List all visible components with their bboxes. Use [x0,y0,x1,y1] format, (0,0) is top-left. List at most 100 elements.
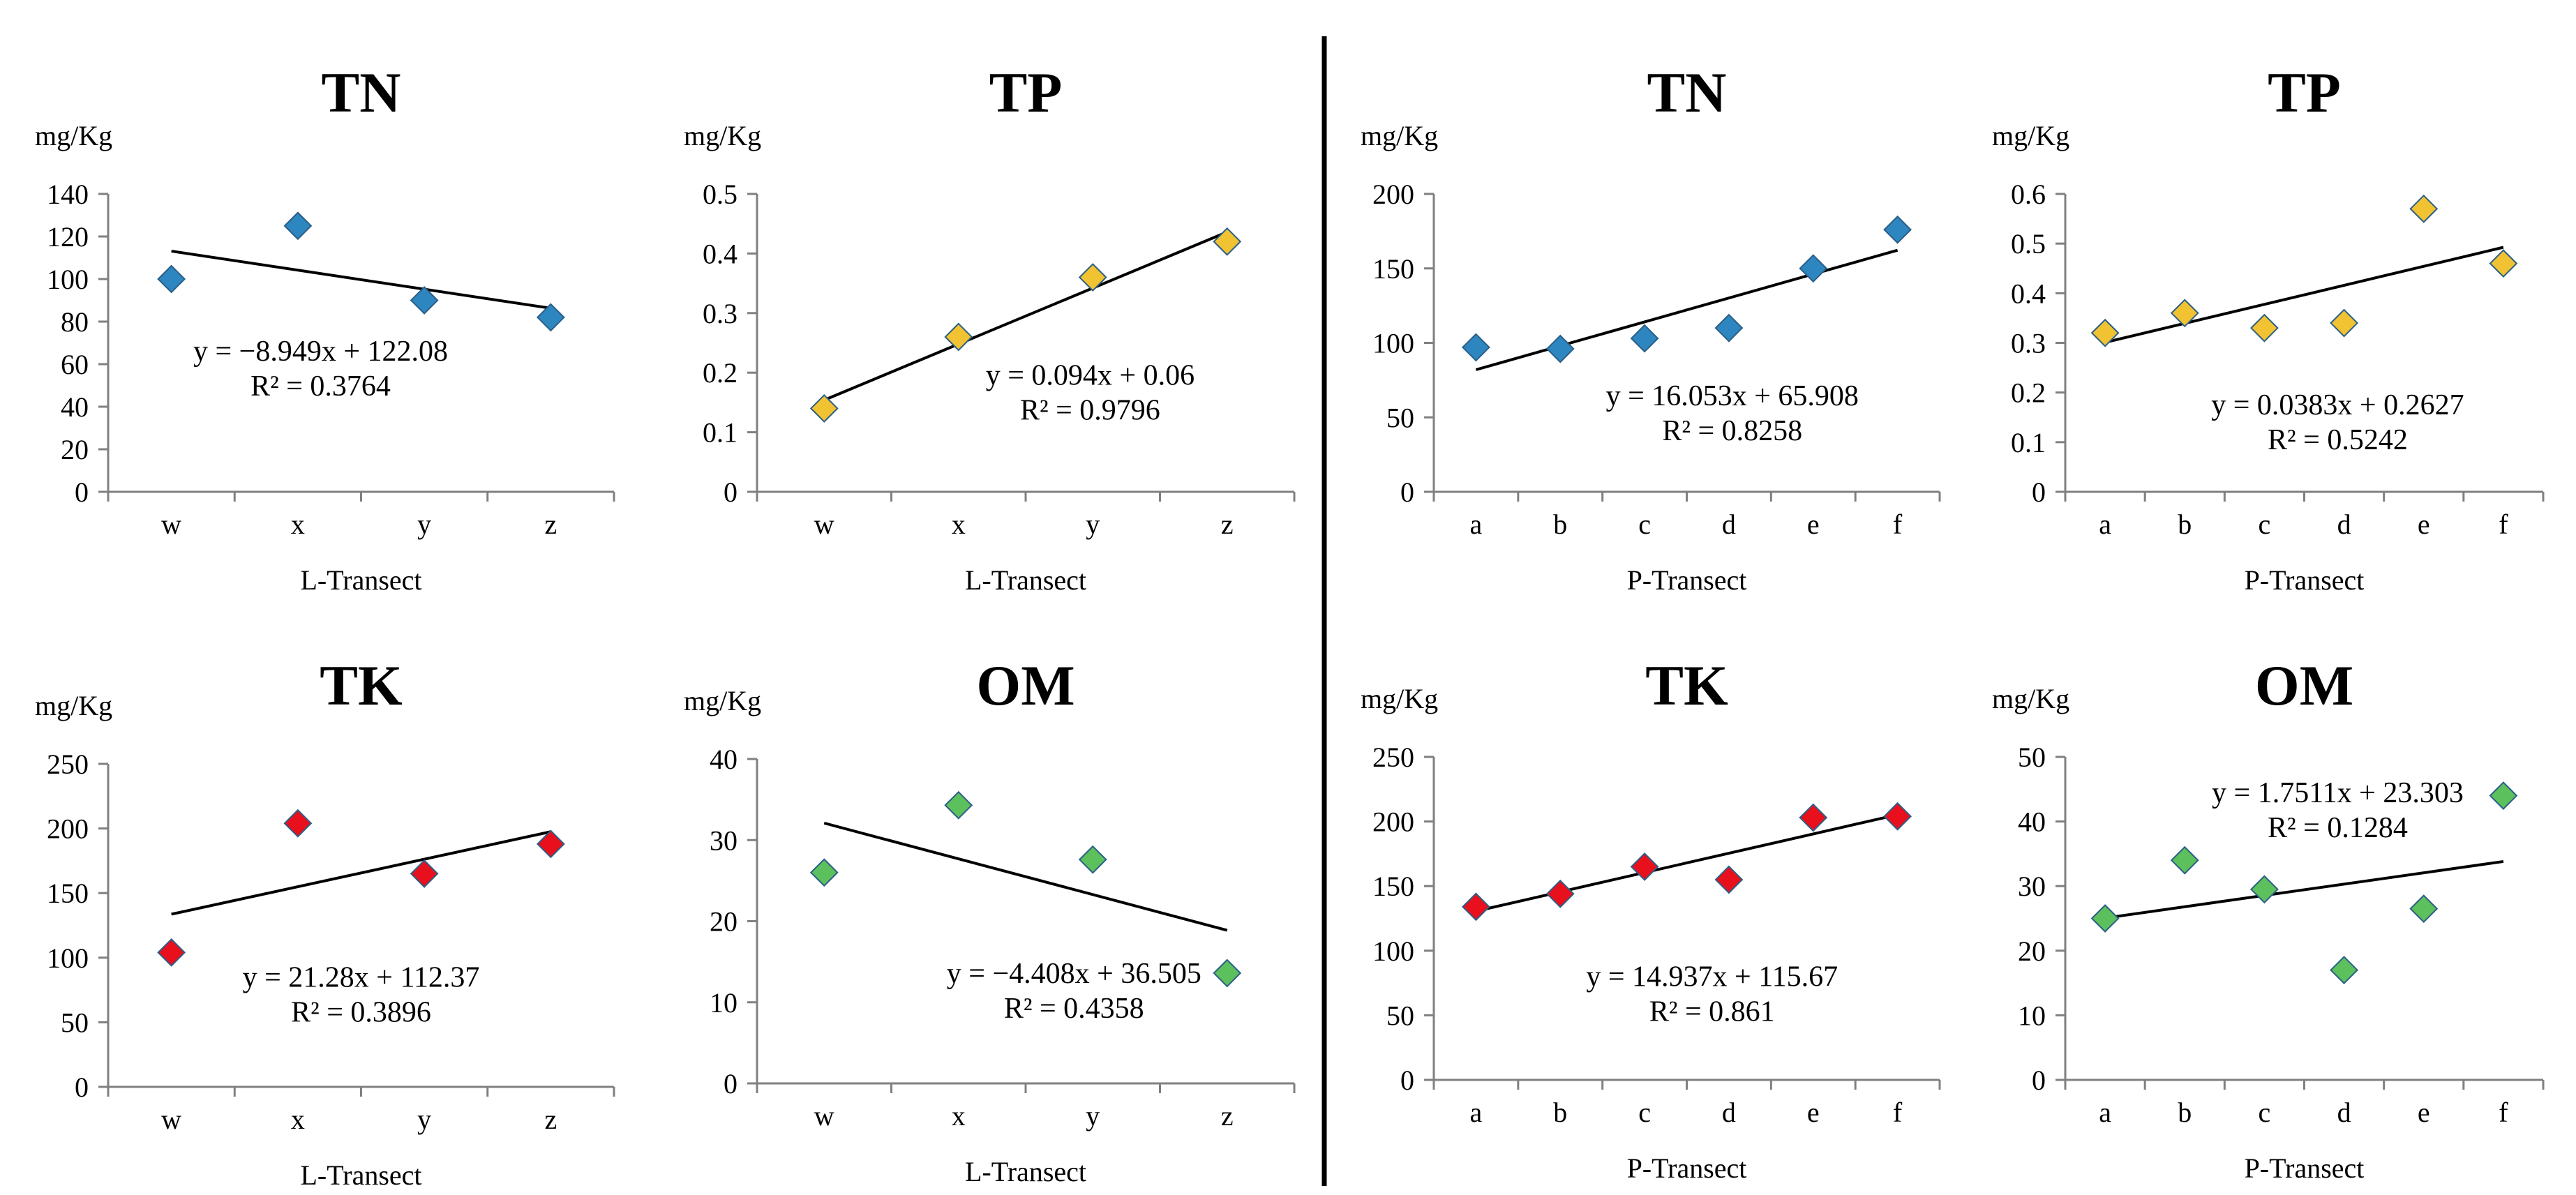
x-tick-label: a [2099,1097,2111,1128]
r-squared-label: R² = 0.5242 [2268,424,2408,456]
chart-title: TP [989,61,1063,124]
y-unit-label: mg/Kg [684,120,761,151]
x-tick-label: d [2337,1097,2351,1128]
y-tick-label: 0.4 [2011,278,2046,309]
y-tick-label: 120 [47,221,89,253]
data-point-b [1545,334,1575,363]
y-tick-label: 50 [2018,742,2046,773]
x-axis-title: L-Transect [300,564,421,596]
y-tick-label: 0 [1400,1065,1414,1096]
y-tick-label: 0.4 [703,238,737,269]
chart-panel-8: OM mg/Kg 0 10 20 30 40 50 a b c d e f P-Transect y = 1.… [1992,654,2545,1184]
y-tick-label: 200 [1372,179,1414,210]
x-tick-label: a [2099,509,2111,540]
data-point-d [1714,313,1744,343]
y-tick-label: 0 [724,476,737,508]
x-axis-title: P-Transect [2245,1152,2365,1184]
y-tick-label: 20 [61,434,89,465]
trendline-equation: y = −8.949x + 122.08 [193,336,448,368]
chart-title: OM [2255,654,2353,717]
data-point-z [1213,227,1242,256]
data-point-e [1799,803,1828,832]
y-tick-label: 50 [1386,402,1414,433]
chart-title: OM [976,654,1074,717]
data-point-w [157,938,186,967]
x-tick-label: b [1553,509,1567,540]
data-point-c [2250,313,2279,343]
r-squared-label: R² = 0.861 [1649,996,1775,1028]
data-point-w [157,264,186,294]
y-tick-label: 100 [47,264,89,295]
trendline [2104,859,2504,919]
chart-panel-7: TK mg/Kg 0 50 100 150 200 250 a b c d e f P-Transect y … [1361,654,1941,1184]
y-unit-label: mg/Kg [1992,683,2069,714]
data-point-a [1462,892,1490,922]
x-axis-title: L-Transect [965,564,1086,596]
x-tick-label: f [1893,509,1903,540]
x-tick-label: z [544,509,557,540]
x-tick-label: c [1638,509,1651,540]
chart-title: TK [320,654,403,717]
x-tick-label: x [952,509,966,540]
data-point-a [2090,318,2120,347]
y-tick-label: 0.6 [2011,179,2046,210]
x-tick-label: z [544,1104,557,1135]
x-tick-label: b [2178,509,2192,540]
r-squared-label: R² = 0.1284 [2268,812,2408,844]
y-tick-label: 50 [1386,1000,1414,1031]
x-tick-label: y [1086,1100,1100,1132]
x-tick-label: z [1221,1100,1234,1132]
y-tick-label: 60 [61,349,89,380]
trendline [171,249,551,310]
x-tick-label: w [814,509,834,540]
x-tick-label: f [2499,1097,2508,1128]
data-point-b [1545,879,1575,908]
y-tick-label: 0.2 [703,357,737,389]
y-tick-label: 200 [47,813,89,845]
x-tick-label: a [1470,509,1483,540]
trendline-equation: y = 0.0383x + 0.2627 [2211,389,2464,421]
y-tick-label: 0 [75,476,89,508]
chart-panel-5: TK mg/Kg 0 50 100 150 200 250 w x y z L-Transect y = … [35,654,615,1191]
x-tick-label: w [814,1100,834,1132]
data-point-w [809,858,839,887]
x-axis-title: P-Transect [2245,564,2365,596]
data-point-c [1630,852,1659,881]
data-point-d [1714,865,1744,894]
y-tick-label: 0.5 [703,179,737,210]
y-tick-label: 100 [1372,935,1414,967]
x-tick-label: a [1470,1097,1483,1128]
y-tick-label: 20 [710,906,737,938]
trendline [1475,248,1899,371]
y-unit-label: mg/Kg [1361,683,1438,714]
y-tick-label: 140 [47,179,89,210]
y-tick-label: 40 [2018,806,2046,838]
data-point-w [809,394,839,423]
x-tick-label: w [161,1104,181,1135]
chart-panel-1: TN mg/Kg 0 20 40 60 80 100 120 140 w x y z L-Transect y… [35,61,615,596]
x-tick-label: e [2418,1097,2430,1128]
x-tick-label: f [1893,1097,1903,1128]
trendline [2104,246,2504,344]
chart-panel-4: TP mg/Kg 0 0.1 0.2 0.3 0.4 0.5 0.6 a b c d e f P-Transe… [1992,61,2545,596]
trendline-equation: y = 16.053x + 65.908 [1606,380,1859,412]
data-point-y [410,859,439,888]
y-tick-label: 0.1 [703,417,737,449]
r-squared-label: R² = 0.8258 [1662,415,1802,447]
y-tick-label: 100 [47,942,89,974]
x-tick-label: c [2259,509,2271,540]
chart-panel-6: OM mg/Kg 0 10 20 30 40 w x y z L-Transect y = −4.408… [684,654,1296,1187]
data-point-y [410,286,439,315]
x-tick-label: e [2418,509,2430,540]
y-tick-label: 20 [2018,935,2046,967]
x-tick-label: c [2259,1097,2271,1128]
data-point-y [1078,263,1107,292]
y-tick-label: 0.1 [2011,427,2046,458]
trendline-equation: y = 14.937x + 115.67 [1586,961,1838,993]
r-squared-label: R² = 0.3896 [291,996,431,1028]
y-tick-label: 250 [1372,742,1414,773]
r-squared-label: R² = 0.9796 [1020,394,1160,426]
y-tick-label: 30 [710,825,737,856]
r-squared-label: R² = 0.4358 [1004,993,1144,1025]
data-point-f [1883,215,1912,244]
